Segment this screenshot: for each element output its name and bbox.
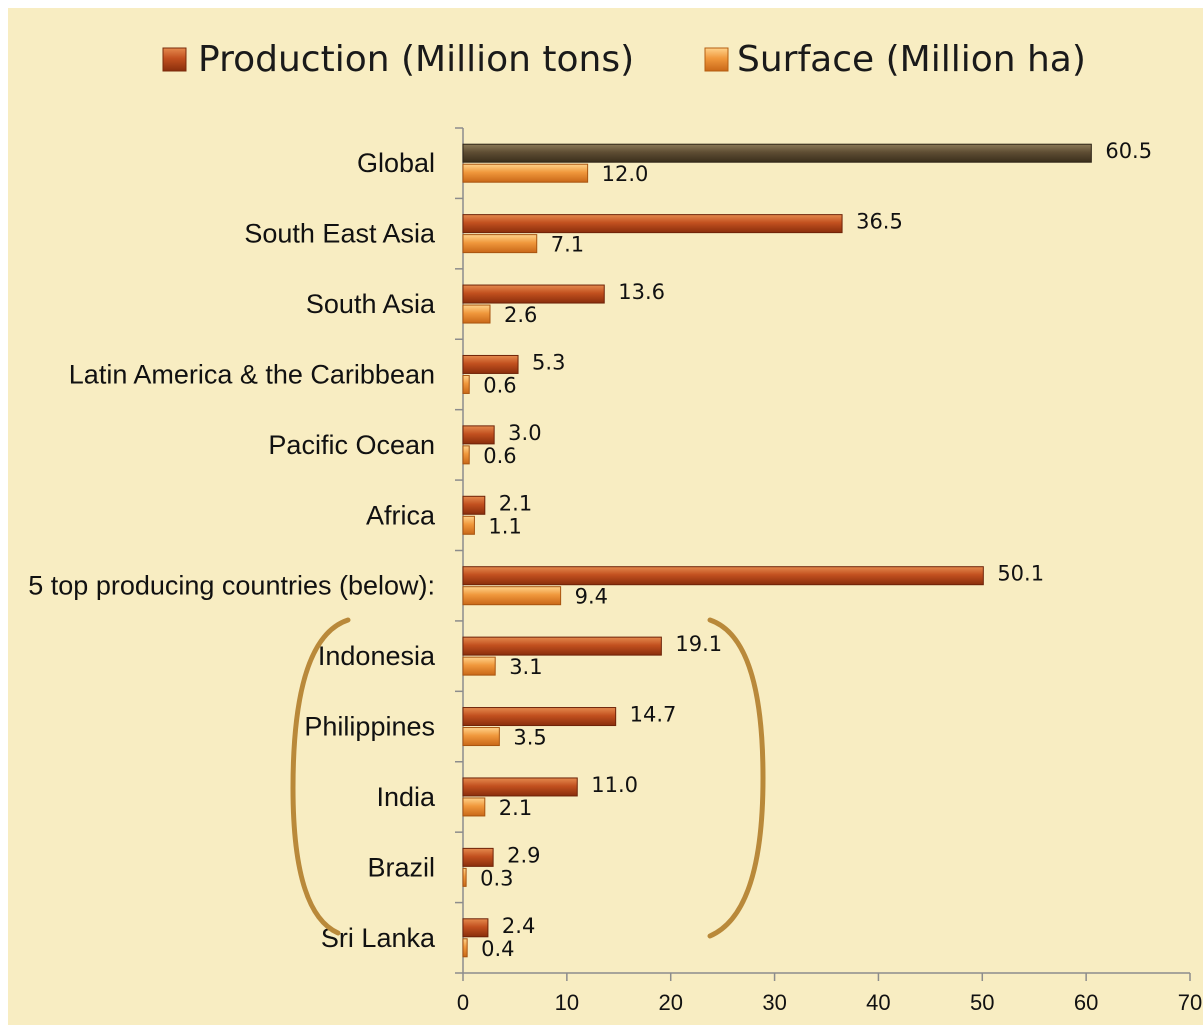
bar-production <box>462 636 662 656</box>
bar-surface <box>462 867 467 887</box>
category-label: Africa <box>366 500 436 530</box>
category-label: Latin America & the Caribbean <box>69 359 435 389</box>
y-axis-ticks <box>455 127 463 974</box>
data-label-surface: 1.1 <box>488 514 521 538</box>
bar-production <box>462 284 605 304</box>
x-tick-label: 40 <box>866 990 890 1015</box>
category-label: Philippines <box>304 712 435 742</box>
category-labels: Global South East Asia South Asia Latin Ame… <box>28 148 436 953</box>
data-label-surface: 3.1 <box>509 655 542 679</box>
category-label: Global <box>357 148 435 178</box>
data-label-surface: 0.6 <box>483 373 516 397</box>
bar-production <box>462 918 489 938</box>
bar-production <box>462 707 617 727</box>
bar-production <box>462 425 495 445</box>
bar-surface <box>462 163 589 183</box>
data-label-production: 13.6 <box>618 280 665 304</box>
bar-surface <box>462 374 470 394</box>
bar-production <box>462 143 1092 163</box>
category-label: Pacific Ocean <box>268 430 435 460</box>
legend-swatch-production <box>162 47 187 72</box>
left-bracket <box>290 617 351 936</box>
category-label: South Asia <box>306 289 436 319</box>
bar-surface <box>462 727 500 747</box>
bar-production <box>462 847 494 867</box>
data-label-surface: 7.1 <box>551 233 584 257</box>
bar-production <box>462 566 984 586</box>
data-label-production: 60.5 <box>1105 139 1152 163</box>
bar-surface <box>462 445 470 465</box>
data-label-surface: 0.3 <box>480 866 513 890</box>
chart: Production (Million tons) Surface (Milli… <box>8 8 1203 1025</box>
data-label-production: 11.0 <box>591 773 638 797</box>
data-label-surface: 3.5 <box>513 726 546 750</box>
data-label-production: 3.0 <box>508 421 541 445</box>
bar-surface <box>462 304 491 324</box>
data-label-production: 19.1 <box>675 632 722 656</box>
x-tick-label: 30 <box>762 990 786 1015</box>
data-label-production: 14.7 <box>630 703 677 727</box>
x-tick-label: 10 <box>555 990 579 1015</box>
value-labels: 60.512.036.57.113.62.65.30.63.00.62.11.1… <box>480 139 1152 961</box>
data-label-production: 2.9 <box>507 843 540 867</box>
data-label-production: 36.5 <box>856 210 903 234</box>
data-label-surface: 0.6 <box>483 444 516 468</box>
category-label: 5 top producing countries (below): <box>28 571 435 601</box>
x-tick-label: 50 <box>970 990 994 1015</box>
category-label: Sri Lanka <box>321 923 436 953</box>
data-label-surface: 2.6 <box>504 303 537 327</box>
category-label: Brazil <box>367 852 435 882</box>
x-tick-label: 0 <box>457 990 469 1015</box>
bar-surface <box>462 938 468 958</box>
bar-production <box>462 214 843 234</box>
x-tick-label: 60 <box>1074 990 1098 1015</box>
data-label-surface: 2.1 <box>499 796 532 820</box>
data-label-surface: 9.4 <box>575 585 608 609</box>
bar-surface <box>462 656 496 676</box>
legend-swatch-surface <box>704 47 729 72</box>
bar-surface <box>462 797 486 817</box>
right-bracket <box>707 617 766 939</box>
bar-surface <box>462 234 538 254</box>
bars <box>462 143 1092 958</box>
category-label: Indonesia <box>318 641 436 671</box>
x-tick-label: 70 <box>1178 990 1202 1015</box>
category-label: India <box>376 782 436 812</box>
x-axis-ticks: 0 10 20 30 40 50 60 70 <box>457 973 1202 1015</box>
bar-production <box>462 354 519 374</box>
bar-production <box>462 777 578 797</box>
bar-production <box>462 495 486 515</box>
data-label-production: 2.1 <box>499 491 532 515</box>
bar-surface <box>462 515 475 535</box>
legend: Production (Million tons) Surface (Milli… <box>162 39 1086 80</box>
data-label-surface: 12.0 <box>602 162 649 186</box>
data-label-production: 5.3 <box>532 350 565 374</box>
x-tick-label: 20 <box>658 990 682 1015</box>
chart-svg: Production (Million tons) Surface (Milli… <box>28 39 1202 1015</box>
legend-label-production: Production (Million tons) <box>198 39 634 80</box>
legend-label-surface: Surface (Million ha) <box>737 39 1086 80</box>
data-label-production: 2.4 <box>502 914 535 938</box>
data-label-surface: 0.4 <box>481 937 514 961</box>
data-label-production: 50.1 <box>997 562 1044 586</box>
category-label: South East Asia <box>244 219 436 249</box>
bar-surface <box>462 586 562 606</box>
